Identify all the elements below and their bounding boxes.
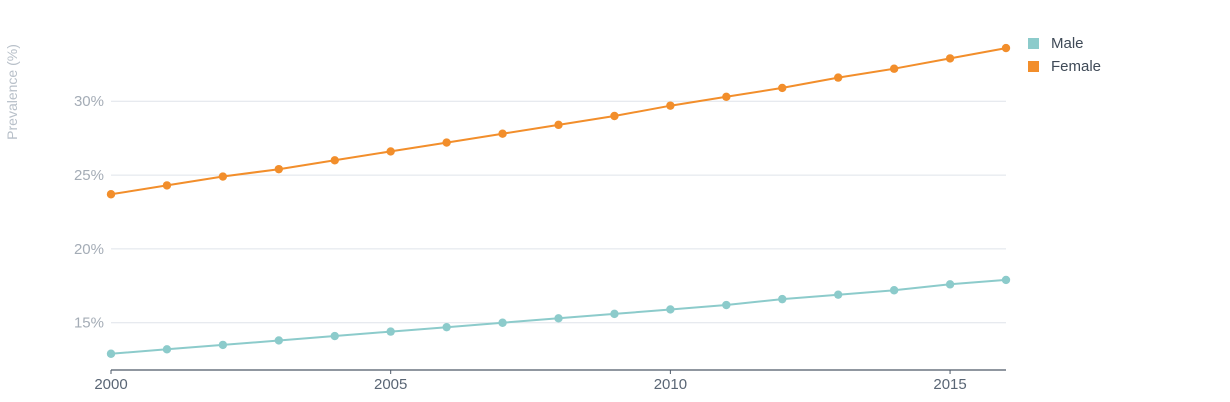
legend: Male Female xyxy=(1028,35,1101,75)
y-axis-ticks: 15% 20% 25% 30% xyxy=(74,93,104,332)
series-female xyxy=(106,43,1011,199)
y-tick-label: 25% xyxy=(74,167,104,184)
legend-item-female[interactable]: Female xyxy=(1028,58,1101,75)
legend-item-male[interactable]: Male xyxy=(1028,35,1084,52)
x-tick-label: 2005 xyxy=(374,376,407,393)
y-tick-label: 30% xyxy=(74,93,104,110)
data-point-male[interactable] xyxy=(106,349,116,358)
data-point-male[interactable] xyxy=(778,294,787,304)
y-tick-label: 15% xyxy=(74,315,104,332)
data-point-female[interactable] xyxy=(498,129,507,138)
legend-swatch-female xyxy=(1028,61,1039,72)
data-point-male[interactable] xyxy=(833,290,843,299)
x-tick-label: 2015 xyxy=(933,376,966,393)
x-tick-label: 2000 xyxy=(94,376,127,393)
data-point-female[interactable] xyxy=(945,54,955,63)
data-point-male[interactable] xyxy=(610,309,619,319)
legend-swatch-male xyxy=(1028,38,1039,49)
data-point-male[interactable] xyxy=(1001,275,1011,285)
data-point-female[interactable] xyxy=(274,164,284,174)
data-point-male[interactable] xyxy=(889,286,899,295)
data-point-female[interactable] xyxy=(106,190,116,199)
data-point-female[interactable] xyxy=(666,101,675,110)
data-point-male[interactable] xyxy=(386,327,395,336)
x-axis-ticks: 2000 2005 2010 2015 xyxy=(94,370,967,393)
data-point-female[interactable] xyxy=(386,147,395,156)
data-point-female[interactable] xyxy=(554,120,563,130)
legend-label-female: Female xyxy=(1051,58,1101,75)
data-point-male[interactable] xyxy=(945,280,955,289)
series-layer xyxy=(106,43,1011,358)
data-point-male[interactable] xyxy=(162,345,172,354)
data-point-female[interactable] xyxy=(218,172,228,181)
x-tick-label: 2010 xyxy=(654,376,687,393)
data-point-male[interactable] xyxy=(274,336,284,345)
data-point-female[interactable] xyxy=(833,73,843,82)
data-point-female[interactable] xyxy=(610,111,619,121)
data-point-male[interactable] xyxy=(666,305,675,314)
legend-label-male: Male xyxy=(1051,35,1084,52)
gridlines xyxy=(111,100,1006,324)
y-axis-title: Prevalence (%) xyxy=(4,44,20,140)
data-point-female[interactable] xyxy=(442,138,451,147)
data-point-male[interactable] xyxy=(330,331,339,341)
data-point-male[interactable] xyxy=(442,322,451,332)
data-point-female[interactable] xyxy=(889,64,899,73)
data-point-male[interactable] xyxy=(498,318,507,327)
data-point-female[interactable] xyxy=(162,181,172,190)
series-male xyxy=(106,275,1011,358)
data-point-female[interactable] xyxy=(722,92,731,101)
data-point-male[interactable] xyxy=(218,340,228,350)
data-point-female[interactable] xyxy=(778,83,787,93)
data-point-female[interactable] xyxy=(330,156,339,165)
y-tick-label: 20% xyxy=(74,241,104,258)
data-point-male[interactable] xyxy=(722,300,731,310)
data-point-female[interactable] xyxy=(1001,43,1011,53)
data-point-male[interactable] xyxy=(554,314,563,323)
